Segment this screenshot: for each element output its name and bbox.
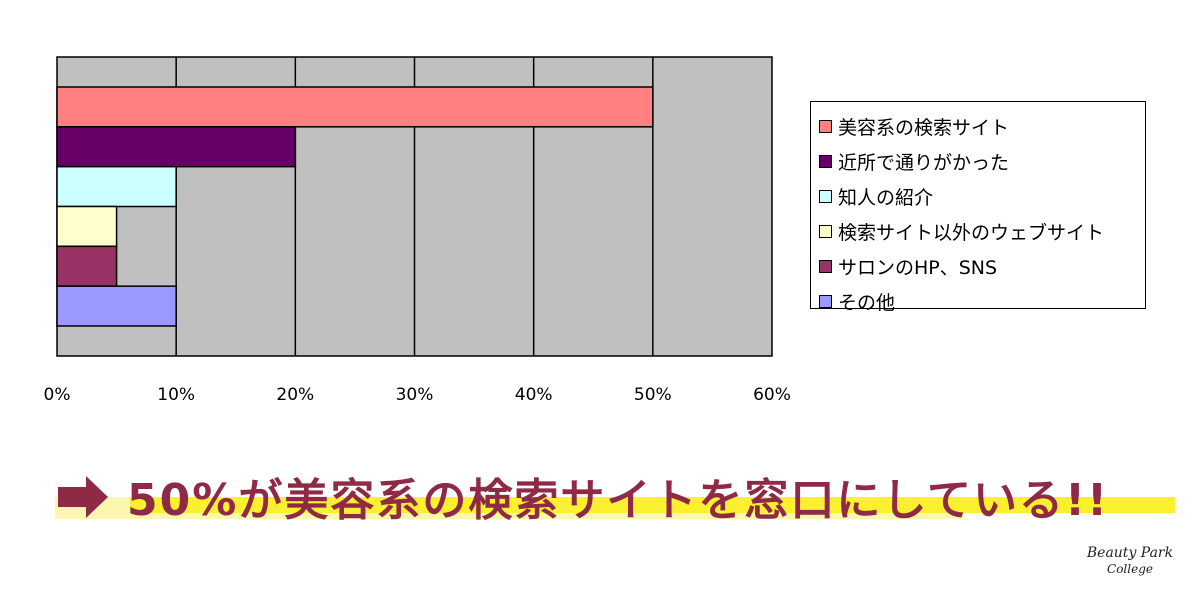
legend-swatch: [819, 260, 832, 273]
bar-1: [56, 86, 654, 128]
legend-item: 検索サイト以外のウェブサイト: [811, 214, 1145, 249]
legend-label: 知人の紹介: [838, 187, 934, 209]
logo-line1: Beauty Park: [1086, 545, 1174, 561]
legend-label: 近所で通りがかった: [838, 152, 1010, 174]
legend-swatch: [819, 225, 832, 238]
chart-legend: 美容系の検索サイト 近所で通りがかった 知人の紹介検索サイト以外のウェブサイト サロン…: [810, 101, 1146, 314]
legend-swatch: [819, 120, 832, 133]
bar-2: [56, 126, 297, 168]
bar-3: [56, 165, 177, 208]
x-tick-label: 40%: [515, 385, 553, 405]
legend-label: 検索サイト以外のウェブサイト: [838, 222, 1105, 244]
beauty-park-college-logo: Beauty Park College: [1080, 545, 1180, 577]
legend-label: 美容系の検索サイト: [838, 117, 1010, 139]
legend-label: サロンのHP、SNS: [838, 257, 998, 279]
highlight-underline: [130, 497, 1175, 513]
legend-item: その他: [811, 284, 1145, 319]
legend-item: サロンのHP、SNS: [811, 249, 1145, 284]
x-tick-label: 10%: [157, 385, 195, 405]
x-tick-label: 0%: [44, 385, 71, 405]
legend-item: 近所で通りがかった: [811, 144, 1145, 179]
legend-label: その他: [838, 292, 896, 314]
legend-swatch: [819, 155, 832, 168]
legend-swatch: [819, 295, 832, 308]
headline-text: 50%が美容系の検索サイトを窓口にしている!!: [127, 475, 1110, 526]
x-tick-label: 50%: [634, 385, 672, 405]
x-tick-label: 20%: [276, 385, 314, 405]
legend-item: 知人の紹介: [811, 179, 1145, 214]
bar-chart: 0% 10% 20% 30% 40% 50% 60%: [44, 56, 791, 405]
x-tick-label: 30%: [396, 385, 434, 405]
bar-5: [56, 245, 118, 287]
legend-item: 美容系の検索サイト: [811, 109, 1145, 144]
x-tick-label: 60%: [753, 385, 791, 405]
legend-swatch: [819, 190, 832, 203]
logo-line2: College: [1107, 562, 1153, 576]
headline-banner: 50%が美容系の検索サイトを窓口にしている!!: [55, 462, 1175, 532]
bar-6: [56, 285, 177, 327]
bar-4: [56, 205, 118, 248]
